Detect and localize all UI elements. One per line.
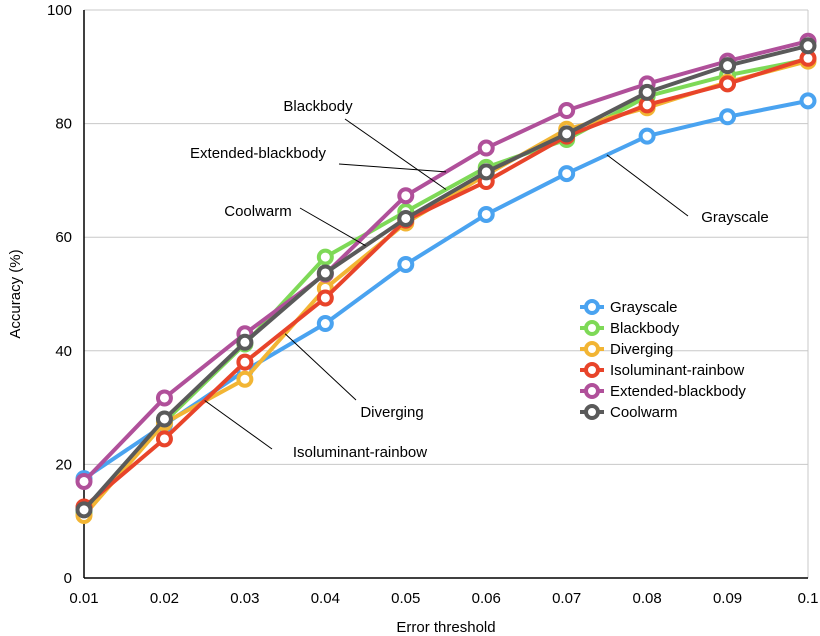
annotation-leader: [344, 118, 447, 190]
annotation-leader: [606, 154, 689, 217]
data-point-coolwarm: [477, 163, 495, 181]
data-point-extended-blackbody: [155, 389, 173, 407]
data-point-isoluminant-rainbow: [316, 289, 334, 307]
annotation-leader: [338, 163, 447, 173]
legend-label-isoluminant-rainbow: Isoluminant-rainbow: [610, 362, 744, 379]
legend-swatch-marker: [584, 362, 600, 378]
x-tick-label: 0.04: [311, 590, 340, 607]
x-tick-label: 0.09: [713, 590, 742, 607]
x-tick-label: 0.01: [69, 590, 98, 607]
y-tick-label: 0: [64, 570, 72, 587]
legend-swatch-marker: [584, 299, 600, 315]
legend-label-grayscale: Grayscale: [610, 299, 678, 316]
x-axis-title: Error threshold: [396, 619, 495, 636]
data-point-coolwarm: [236, 333, 254, 351]
y-tick-label: 80: [55, 116, 72, 133]
data-point-grayscale: [397, 255, 415, 273]
series-grayscale: [75, 92, 817, 488]
data-point-grayscale: [799, 92, 817, 110]
series-diverging: [75, 52, 817, 525]
legend-swatch-marker: [584, 383, 600, 399]
legend-label-extended-blackbody: Extended-blackbody: [610, 383, 746, 400]
annotation-leader: [299, 207, 366, 247]
data-point-coolwarm: [316, 264, 334, 282]
annotation-leader: [204, 400, 273, 450]
data-point-isoluminant-rainbow: [719, 75, 737, 93]
series-line-isoluminant-rainbow: [82, 56, 810, 509]
data-point-coolwarm: [155, 410, 173, 428]
axes-layer: [83, 10, 808, 579]
annotation-blackbody: Blackbody: [283, 98, 353, 115]
x-tick-label: 0.05: [391, 590, 420, 607]
legend-swatch-marker: [584, 404, 600, 420]
x-tick-label: 0.03: [230, 590, 259, 607]
annotation-leader: [284, 333, 357, 401]
y-tick-label: 20: [55, 456, 72, 473]
data-point-grayscale: [316, 315, 334, 333]
data-point-coolwarm: [638, 83, 656, 101]
data-point-extended-blackbody: [558, 102, 576, 120]
series-line-blackbody: [82, 57, 810, 515]
data-point-extended-blackbody: [397, 187, 415, 205]
legend-label-coolwarm: Coolwarm: [610, 404, 678, 421]
series-line-diverging: [82, 59, 810, 518]
annotation-grayscale: Grayscale: [701, 209, 769, 226]
x-tick-label: 0.02: [150, 590, 179, 607]
y-tick-label: 100: [47, 2, 72, 19]
annotation-isoluminant-rainbow: Isoluminant-rainbow: [293, 444, 427, 461]
series-coolwarm: [75, 37, 817, 519]
annotation-extended-blackbody: Extended-blackbody: [190, 145, 326, 162]
data-point-coolwarm: [75, 501, 93, 519]
series-line-grayscale: [82, 98, 810, 481]
annotation-diverging: Diverging: [360, 404, 423, 421]
data-point-coolwarm: [397, 209, 415, 227]
data-point-isoluminant-rainbow: [236, 353, 254, 371]
legend-label-diverging: Diverging: [610, 341, 673, 358]
y-axis-title: Accuracy (%): [7, 249, 24, 338]
x-tick-label: 0.1: [798, 590, 819, 607]
series-line-extended-blackbody: [82, 39, 810, 484]
series-line-coolwarm: [82, 43, 810, 512]
y-tick-label: 40: [55, 343, 72, 360]
x-tick-label: 0.08: [633, 590, 662, 607]
data-point-isoluminant-rainbow: [155, 430, 173, 448]
y-tick-label: 60: [55, 229, 72, 246]
data-point-grayscale: [719, 108, 737, 126]
annotation-coolwarm: Coolwarm: [224, 203, 292, 220]
data-point-coolwarm: [719, 57, 737, 75]
x-tick-label: 0.06: [472, 590, 501, 607]
x-tick-labels: 0.01 0.02 0.03 0.04 0.05 0.06 0.07 0.08 0.09 0.1: [69, 590, 818, 607]
data-point-grayscale: [558, 165, 576, 183]
x-tick-label: 0.07: [552, 590, 581, 607]
data-point-grayscale: [477, 205, 495, 223]
data-point-diverging: [236, 370, 254, 388]
legend: Grayscale Blackbody Diverging Isoluminant-r…: [580, 299, 746, 421]
series-layer: [75, 32, 817, 525]
data-point-grayscale: [638, 127, 656, 145]
y-tick-labels: 0 20 40 60 80 100: [47, 2, 72, 587]
series-extended-blackbody: [75, 32, 817, 490]
data-point-extended-blackbody: [477, 139, 495, 157]
legend-label-blackbody: Blackbody: [610, 320, 680, 337]
legend-swatch-marker: [584, 341, 600, 357]
data-point-coolwarm: [799, 37, 817, 55]
grid-layer: [84, 9, 809, 578]
data-point-extended-blackbody: [75, 472, 93, 490]
legend-swatch-marker: [584, 320, 600, 336]
data-point-blackbody: [316, 248, 334, 266]
data-point-coolwarm: [558, 125, 576, 143]
